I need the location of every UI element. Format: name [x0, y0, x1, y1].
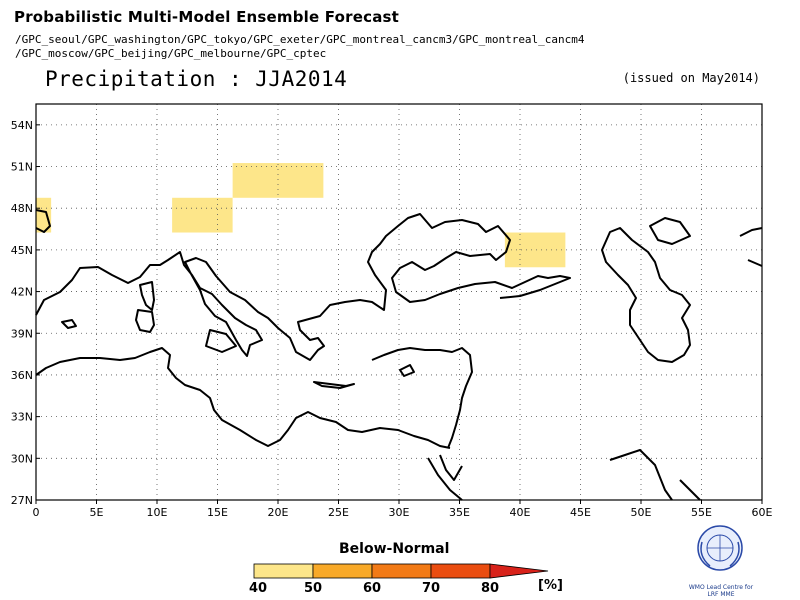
- wmo-caption-line-1: WMO Lead Centre for: [688, 584, 754, 591]
- longitude-label: 10E: [147, 506, 168, 519]
- longitude-label: 35E: [449, 506, 470, 519]
- latitude-label: 42N: [11, 286, 33, 299]
- latitude-label: 54N: [11, 119, 33, 132]
- longitude-label: 30E: [389, 506, 410, 519]
- color-bar-labels: 40 50 60 70 80: [249, 581, 499, 596]
- longitude-label: 25E: [328, 506, 349, 519]
- variable-season-label: Precipitation : JJA2014: [45, 67, 348, 91]
- longitude-label: 50E: [631, 506, 652, 519]
- color-bar-label: 40: [249, 581, 267, 596]
- coastlines: [35, 209, 763, 501]
- model-list-line-1: /GPC_seoul/GPC_washington/GPC_tokyo/GPC_…: [15, 33, 585, 46]
- legend-unit: [%]: [538, 578, 563, 593]
- latitude-label: 39N: [11, 327, 33, 340]
- longitude-label: 0: [33, 506, 40, 519]
- color-bar-segment: [430, 563, 491, 579]
- latitude-label: 27N: [11, 494, 33, 507]
- longitude-labels: 0 5E 10E 15E 20E 25E 30E 35E 40E 45E 50E 55E 60E: [33, 506, 773, 519]
- wmo-logo: [697, 525, 743, 571]
- latitude-labels: 54N 51N 48N 45N 42N 39N 36N 33N 30N 27N: [11, 119, 33, 507]
- latitude-label: 45N: [11, 244, 33, 257]
- color-bar-segment: [312, 563, 373, 579]
- axis-ticks: [35, 124, 763, 504]
- latitude-label: 51N: [11, 161, 33, 174]
- latitude-label: 33N: [11, 411, 33, 424]
- color-bar: [253, 563, 549, 579]
- color-bar-segment: [253, 563, 314, 579]
- longitude-label: 40E: [510, 506, 531, 519]
- longitude-label: 15E: [207, 506, 228, 519]
- color-bar-segment: [371, 563, 432, 579]
- color-bar-label: 60: [363, 581, 381, 596]
- legend-title: Below-Normal: [339, 541, 450, 557]
- forecast-title: Probabilistic Multi-Model Ensemble Forec…: [14, 8, 400, 26]
- anomaly-cell-0: [36, 197, 52, 233]
- anomaly-cells: [36, 163, 566, 268]
- color-bar-label: 70: [422, 581, 440, 596]
- anomaly-cell-1: [172, 197, 233, 233]
- graticule: [36, 104, 762, 500]
- color-bar-label: 50: [304, 581, 322, 596]
- latitude-label: 30N: [11, 452, 33, 465]
- longitude-label: 5E: [90, 506, 104, 519]
- wmo-caption-line-2: LRF MME: [707, 591, 735, 598]
- longitude-label: 60E: [752, 506, 773, 519]
- latitude-label: 36N: [11, 369, 33, 382]
- issued-date-label: (issued on May2014): [622, 71, 760, 85]
- color-bar-arrow: [489, 563, 549, 579]
- longitude-label: 55E: [691, 506, 712, 519]
- anomaly-cell-3: [504, 232, 566, 268]
- model-list-line-2: /GPC_moscow/GPC_beijing/GPC_melbourne/GP…: [15, 47, 327, 60]
- wmo-logo-caption: WMO Lead Centre for LRF MME: [686, 584, 756, 598]
- color-bar-label: 80: [481, 581, 499, 596]
- longitude-label: 20E: [268, 506, 289, 519]
- anomaly-cell-2: [232, 163, 324, 198]
- latitude-label: 48N: [11, 202, 33, 215]
- longitude-label: 45E: [570, 506, 591, 519]
